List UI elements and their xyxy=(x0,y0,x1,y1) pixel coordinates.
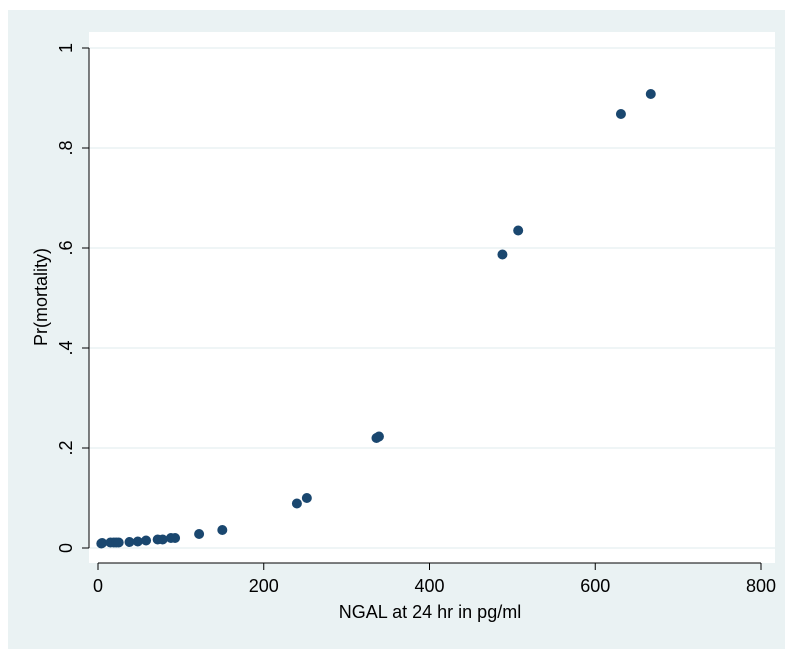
plot-background xyxy=(89,32,775,563)
grid-lines xyxy=(89,47,775,549)
data-point xyxy=(497,249,508,260)
data-point xyxy=(124,537,135,547)
y-axis: 0 .2 .4 .6 .8 1 xyxy=(56,43,90,553)
data-point xyxy=(113,537,124,548)
data-points xyxy=(96,89,656,549)
data-point xyxy=(615,109,626,119)
x-tick-label: 800 xyxy=(746,576,776,596)
data-point xyxy=(141,535,152,546)
data-point xyxy=(157,534,168,545)
x-tick-label: 200 xyxy=(249,576,279,596)
y-tick-label: 0 xyxy=(56,543,76,553)
data-point xyxy=(513,225,524,236)
y-axis-label: Pr(mortality) xyxy=(31,248,51,346)
y-tick-label: .2 xyxy=(56,440,76,455)
y-tick-label: .8 xyxy=(56,140,76,155)
data-point xyxy=(194,529,205,539)
x-axis-label: NGAL at 24 hr in pg/ml xyxy=(339,602,521,622)
y-tick-label: .4 xyxy=(56,340,76,355)
x-tick-label: 400 xyxy=(414,576,444,596)
data-point xyxy=(217,525,228,535)
data-point xyxy=(301,493,312,503)
y-tick-label: .6 xyxy=(56,240,76,255)
data-point xyxy=(97,538,108,548)
data-point xyxy=(170,533,181,543)
data-point xyxy=(373,431,384,442)
data-point xyxy=(132,536,143,547)
y-tick-label: 1 xyxy=(56,43,76,53)
x-axis: 0 200 400 600 800 xyxy=(93,562,776,596)
x-tick-label: 600 xyxy=(580,576,610,596)
x-tick-label: 0 xyxy=(93,576,103,596)
data-point xyxy=(291,498,302,509)
data-point xyxy=(645,89,656,99)
